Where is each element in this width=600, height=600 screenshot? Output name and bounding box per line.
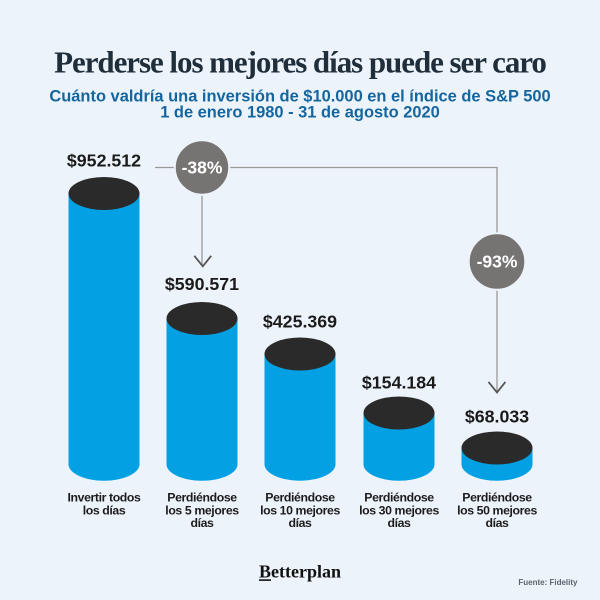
svg-text:los 5 mejores: los 5 mejores <box>165 503 239 517</box>
svg-text:1 de enero 1980 - 31 de agosto: 1 de enero 1980 - 31 de agosto 2020 <box>160 104 440 122</box>
svg-text:los 10 mejores: los 10 mejores <box>260 503 340 517</box>
svg-text:$425.369: $425.369 <box>263 312 337 332</box>
svg-text:Betterplan: Betterplan <box>259 562 341 582</box>
svg-text:-38%: -38% <box>182 158 223 178</box>
svg-text:días: días <box>387 516 411 530</box>
svg-text:los 30 mejores: los 30 mejores <box>359 503 439 517</box>
svg-text:-93%: -93% <box>477 252 518 272</box>
svg-text:$68.033: $68.033 <box>465 407 529 427</box>
svg-text:Invertir todos: Invertir todos <box>68 491 142 505</box>
svg-text:$154.184: $154.184 <box>362 373 436 393</box>
svg-text:Perdiéndose: Perdiéndose <box>167 491 237 505</box>
svg-text:los días: los días <box>83 503 126 517</box>
svg-text:$590.571: $590.571 <box>165 274 239 294</box>
svg-text:$952.512: $952.512 <box>67 151 141 171</box>
svg-text:días: días <box>288 516 312 530</box>
svg-text:Perdiéndose: Perdiéndose <box>364 491 434 505</box>
svg-text:días: días <box>485 516 509 530</box>
svg-text:los 50 mejores: los 50 mejores <box>457 503 537 517</box>
svg-text:Perdiéndose: Perdiéndose <box>462 491 532 505</box>
svg-text:Perdiéndose: Perdiéndose <box>265 491 335 505</box>
svg-text:Cuánto valdría una inversión d: Cuánto valdría una inversión de $10.000 … <box>49 88 550 106</box>
svg-text:Fuente: Fidelity: Fuente: Fidelity <box>518 578 578 587</box>
svg-text:días: días <box>190 516 214 530</box>
svg-text:Perderse los mejores días pued: Perderse los mejores días puede ser caro <box>54 45 546 80</box>
